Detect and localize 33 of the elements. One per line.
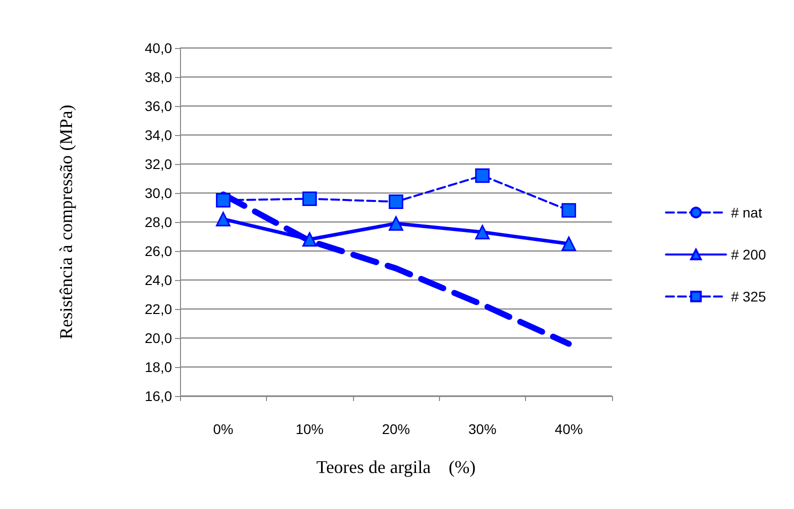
y-tick-label: 22,0 [144,301,172,317]
point [475,224,490,240]
y-tick-label: 36,0 [144,98,172,114]
point [562,236,576,251]
point [388,216,404,231]
y-tick-label: 32,0 [144,156,172,172]
x-axis-title: Teores de argila (%) [316,457,476,477]
legend-label: # 200 [730,246,766,262]
x-tick-label: 20% [382,421,410,437]
point [562,203,576,218]
x-tick-label: 40% [554,421,583,437]
y-tick-label: 24,0 [144,272,172,288]
point [302,192,317,206]
legend-label: # 325 [730,288,766,304]
y-tick-label: 26,0 [144,243,172,259]
point [388,194,404,209]
point [216,193,230,208]
y-tick-label: 16,0 [144,388,172,404]
y-tick-label: 30,0 [144,185,172,201]
y-tick-label: 20,0 [144,330,172,346]
point [302,232,317,247]
y-tick-label: 34,0 [144,127,172,143]
legend-label: # nat [730,204,762,220]
point [216,212,230,226]
point [475,168,490,183]
y-tick-label: 18,0 [144,359,172,375]
y-tick-label: 38,0 [144,69,172,85]
x-tick-label: 0% [213,421,234,437]
y-tick-label: 40,0 [144,40,172,56]
y-axis-title: Resistência à compressão (MPa) [56,104,76,340]
y-tick-label: 28,0 [144,214,172,230]
x-tick-label: 10% [296,421,324,437]
x-tick-label: 30% [468,421,496,437]
